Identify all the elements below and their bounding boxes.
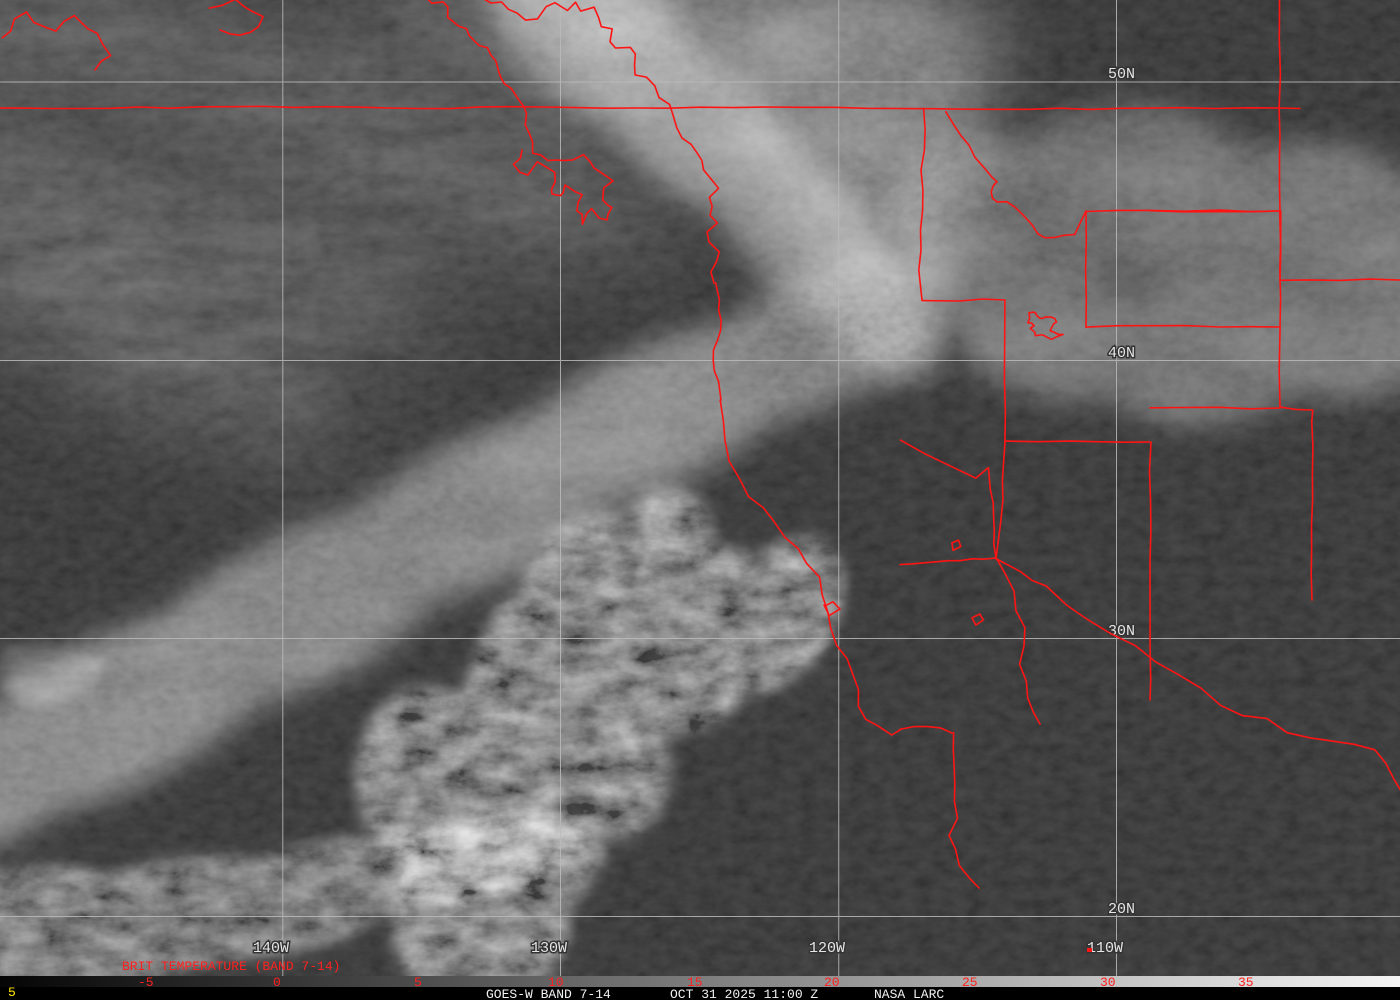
svg-text:NASA LARC: NASA LARC xyxy=(874,987,944,1000)
svg-text:0: 0 xyxy=(273,975,281,990)
svg-text:25: 25 xyxy=(962,975,978,990)
svg-text:110W: 110W xyxy=(1087,940,1123,957)
svg-text:20N: 20N xyxy=(1108,901,1135,918)
svg-text:BRIT TEMPERATURE (BAND 7-14): BRIT TEMPERATURE (BAND 7-14) xyxy=(122,959,340,974)
svg-text:50N: 50N xyxy=(1108,66,1135,83)
svg-text:35: 35 xyxy=(1238,975,1254,990)
svg-text:GOES-W BAND 7-14: GOES-W BAND 7-14 xyxy=(486,987,611,1000)
svg-text:OCT 31 2025 11:00 Z: OCT 31 2025 11:00 Z xyxy=(670,987,818,1000)
svg-text:5: 5 xyxy=(8,985,16,1000)
svg-text:130W: 130W xyxy=(531,940,567,957)
svg-text:120W: 120W xyxy=(809,940,845,957)
svg-text:30: 30 xyxy=(1100,975,1116,990)
svg-text:5: 5 xyxy=(414,975,422,990)
svg-text:140W: 140W xyxy=(253,940,289,957)
svg-text:20: 20 xyxy=(824,975,840,990)
svg-text:-5: -5 xyxy=(138,975,154,990)
svg-text:40N: 40N xyxy=(1108,345,1135,362)
svg-text:30N: 30N xyxy=(1108,623,1135,640)
